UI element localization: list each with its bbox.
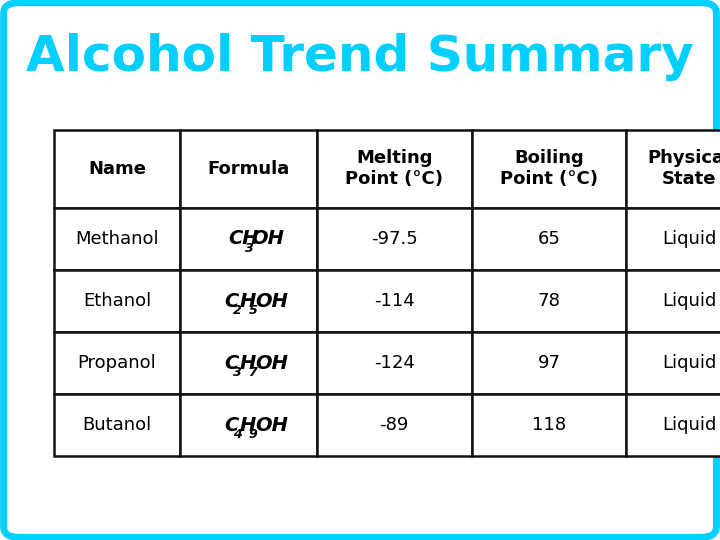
Text: Name: Name xyxy=(88,160,146,178)
Text: 5: 5 xyxy=(248,304,257,318)
Bar xyxy=(317,130,472,208)
Bar xyxy=(626,332,720,394)
Bar xyxy=(54,208,180,270)
Text: OH: OH xyxy=(255,292,288,310)
Text: Alcohol Trend Summary: Alcohol Trend Summary xyxy=(26,33,694,80)
Text: 65: 65 xyxy=(538,230,560,248)
Text: Melting
Point (°C): Melting Point (°C) xyxy=(345,150,444,188)
Text: -89: -89 xyxy=(379,416,409,434)
Text: 118: 118 xyxy=(532,416,566,434)
Text: OH: OH xyxy=(255,416,288,435)
Text: Butanol: Butanol xyxy=(82,416,152,434)
Text: Liquid: Liquid xyxy=(662,292,716,310)
Text: Boiling
Point (°C): Boiling Point (°C) xyxy=(500,150,598,188)
Text: C: C xyxy=(225,354,239,373)
Text: 7: 7 xyxy=(248,366,257,380)
Text: CH: CH xyxy=(228,230,258,248)
Bar xyxy=(317,208,472,270)
Text: H: H xyxy=(240,354,256,373)
Text: Ethanol: Ethanol xyxy=(83,292,151,310)
Bar xyxy=(626,130,720,208)
Text: Liquid: Liquid xyxy=(662,354,716,372)
Text: Physical
State: Physical State xyxy=(648,150,720,188)
Bar xyxy=(180,270,317,332)
Bar xyxy=(472,332,626,394)
Bar xyxy=(180,394,317,456)
Text: Formula: Formula xyxy=(207,160,289,178)
Text: OH: OH xyxy=(252,230,284,248)
Text: OH: OH xyxy=(255,354,288,373)
Bar xyxy=(180,130,317,208)
Text: C: C xyxy=(225,292,239,310)
Text: H: H xyxy=(240,416,256,435)
Text: 9: 9 xyxy=(248,428,257,442)
Bar xyxy=(472,130,626,208)
Text: Liquid: Liquid xyxy=(662,230,716,248)
Text: -97.5: -97.5 xyxy=(371,230,418,248)
Bar xyxy=(626,394,720,456)
Text: -124: -124 xyxy=(374,354,415,372)
Bar xyxy=(626,270,720,332)
Bar xyxy=(626,208,720,270)
Text: 3: 3 xyxy=(245,242,254,255)
Bar xyxy=(472,208,626,270)
Bar xyxy=(54,332,180,394)
Bar xyxy=(54,394,180,456)
Text: C: C xyxy=(225,416,239,435)
Text: Methanol: Methanol xyxy=(75,230,159,248)
Text: 4: 4 xyxy=(233,428,242,442)
Text: 97: 97 xyxy=(538,354,560,372)
Text: 78: 78 xyxy=(538,292,560,310)
Text: H: H xyxy=(240,292,256,310)
Text: Propanol: Propanol xyxy=(78,354,156,372)
Bar xyxy=(317,394,472,456)
Bar xyxy=(472,394,626,456)
Text: -114: -114 xyxy=(374,292,415,310)
Bar xyxy=(317,332,472,394)
Text: 3: 3 xyxy=(233,366,242,380)
Bar xyxy=(180,332,317,394)
Bar xyxy=(472,270,626,332)
Text: 2: 2 xyxy=(233,304,242,318)
Bar xyxy=(317,270,472,332)
Text: Liquid: Liquid xyxy=(662,416,716,434)
Bar xyxy=(54,130,180,208)
Bar xyxy=(180,208,317,270)
Bar xyxy=(54,270,180,332)
